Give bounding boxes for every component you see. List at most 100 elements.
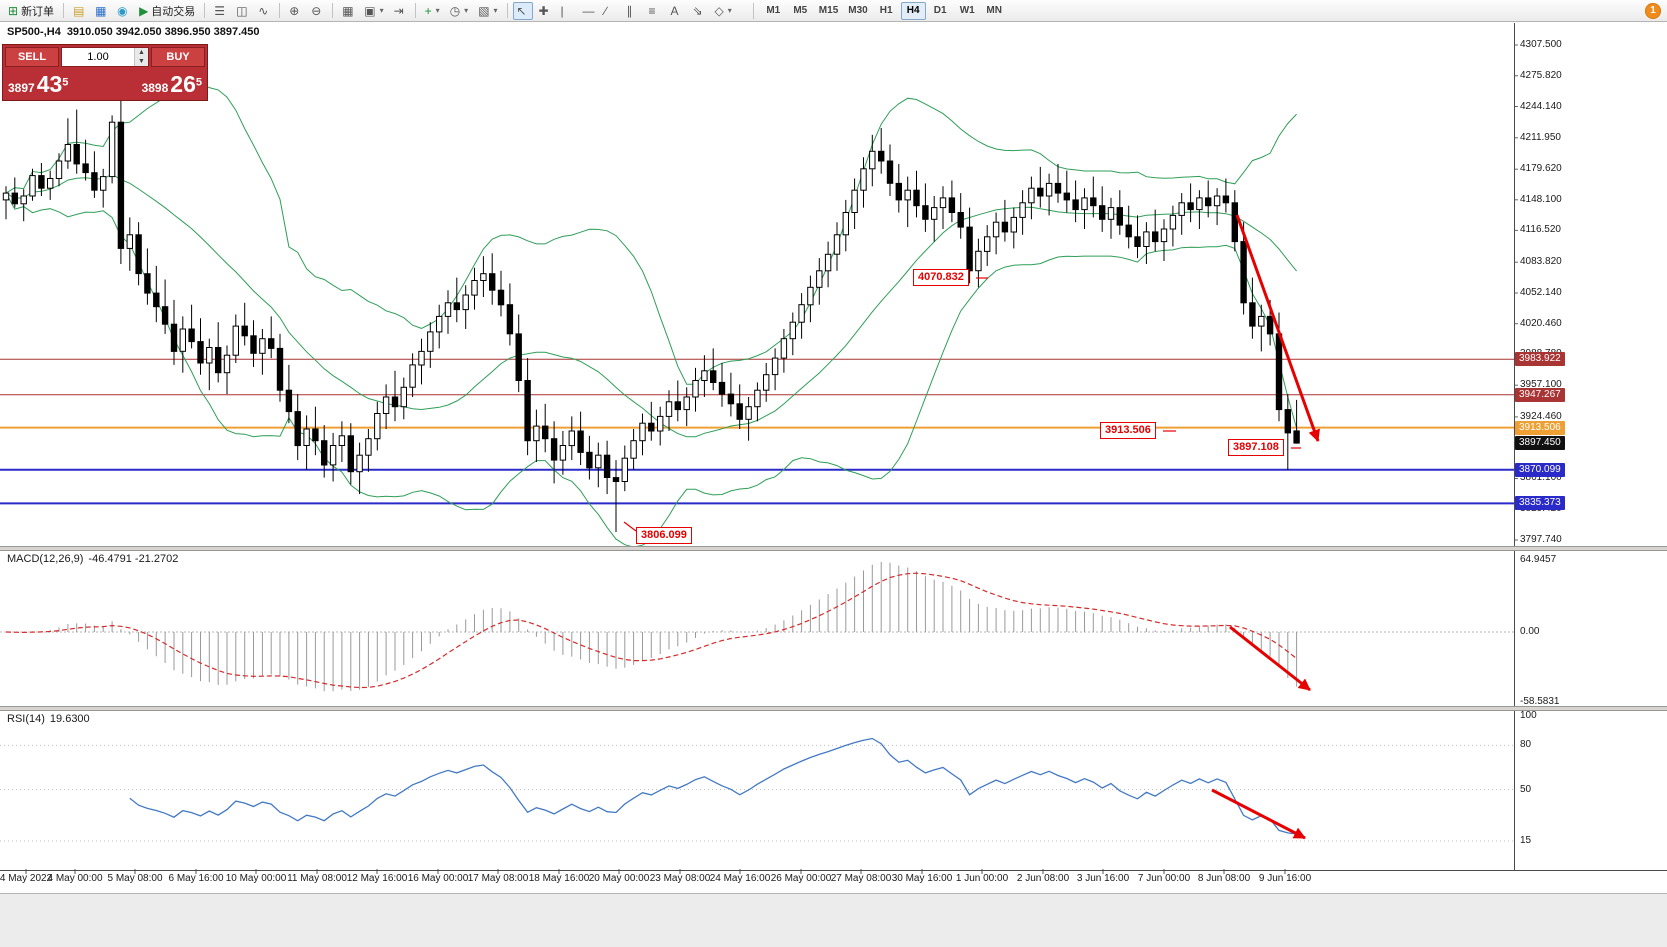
trend-arrow-1[interactable]	[1235, 214, 1320, 442]
zoom-in-icon[interactable]: ⊕	[285, 2, 305, 20]
price-annotation-3806.099[interactable]: 3806.099	[636, 527, 692, 544]
price-scale-label: 3861.100	[1520, 472, 1562, 483]
timeframe-m15[interactable]: M15	[815, 2, 842, 20]
periods-icon-glyph: ◷	[449, 3, 461, 18]
horizontal-line-icon[interactable]: —	[579, 2, 599, 20]
crosshair-icon[interactable]: ✚	[535, 2, 555, 20]
arrange-windows-icon-dropdown[interactable]: ▾	[379, 6, 384, 15]
arrow-object-icon[interactable]: ⇘	[689, 2, 709, 20]
trendline-icon[interactable]: ∕	[601, 2, 621, 20]
toolbar: ⊞ 新订单 ▤ ▦ ◉ ▶ 自动交易 ☰ ◫ ∿ ⊕ ⊖ ▦ ▣ ▾ ⇥ + ▾ ◷ ▾ ▧ ▾ ↖ ✚ | — ∕ ∥ ≡ A ⇘ ◇ ▾ M…	[0, 0, 1667, 22]
toolbar-separator	[279, 3, 281, 18]
arrow-object-icon-glyph: ⇘	[692, 3, 703, 18]
notification-badge[interactable]: 1	[1645, 3, 1661, 19]
timeframe-h4[interactable]: H4	[900, 1, 926, 20]
arrange-windows-icon[interactable]: ▣ ▾	[360, 2, 387, 20]
timeframe-m30[interactable]: M30	[844, 2, 871, 20]
rsi-indicator-label: RSI(14) 19.6300	[7, 713, 90, 725]
zoom-out-icon-glyph: ⊖	[311, 3, 322, 18]
candles-chart-icon[interactable]: ◫	[232, 2, 252, 20]
periods-icon[interactable]: ◷ ▾	[446, 2, 473, 20]
text-label-icon[interactable]: A	[667, 2, 687, 20]
volume-increase-button[interactable]: ▲	[138, 49, 145, 56]
macd-indicator-label: MACD(12,26,9) -46.4791 -21.2702	[7, 553, 178, 565]
indicators-icon[interactable]: + ▾	[421, 2, 444, 20]
volume-input[interactable]	[62, 48, 134, 66]
toolbar-separator	[414, 3, 416, 18]
trade-controls-row: SELL ▲ ▼ BUY	[5, 47, 205, 67]
chart-shift-icon[interactable]: ⇥	[390, 2, 410, 20]
macd-scale-label: 64.9457	[1520, 554, 1557, 565]
trade-prices-row: 3897435 3898265	[5, 67, 205, 98]
rsi-panel-separator[interactable]	[0, 706, 1667, 711]
volume-decrease-button[interactable]: ▼	[138, 58, 145, 65]
timeframe-d1[interactable]: D1	[928, 2, 953, 20]
macd-readout: -46.4791 -21.2702	[88, 553, 179, 565]
equidistant-channel-icon[interactable]: ∥	[623, 2, 643, 20]
price-scale-label: 3797.740	[1520, 534, 1562, 545]
timeframe-h1[interactable]: H1	[874, 2, 899, 20]
timeframe-m5[interactable]: M5	[788, 2, 813, 20]
macd-signal-line	[5, 572, 1297, 689]
trend-arrow-3[interactable]	[1211, 788, 1306, 840]
time-axis-label: 1 Jun 00:00	[955, 873, 1009, 884]
toolbar-items: ⊞ 新订单 ▤ ▦ ◉ ▶ 自动交易 ☰ ◫ ∿ ⊕ ⊖ ▦ ▣ ▾ ⇥ + ▾ ◷ ▾ ▧ ▾ ↖ ✚ | — ∕ ∥ ≡ A ⇘ ◇ ▾	[3, 0, 737, 22]
profiles-icon[interactable]: ▦	[91, 2, 111, 20]
bars-chart-icon-glyph: ☰	[214, 3, 226, 18]
timeframe-m1[interactable]: M1	[761, 2, 786, 20]
chart-ohlc-header: SP500-,H4 3910.050 3942.050 3896.950 3897…	[7, 26, 260, 38]
rsi-line	[129, 737, 1297, 835]
algo-trading-button[interactable]: ▶ 自动交易	[135, 2, 199, 20]
fibonacci-retracement-icon[interactable]: ≡	[645, 2, 665, 20]
new-order-button[interactable]: ⊞ 新订单	[4, 2, 58, 20]
sell-price[interactable]: 3897435	[8, 72, 68, 97]
shapes-icon-dropdown[interactable]: ▾	[727, 6, 732, 15]
timeframe-w1[interactable]: W1	[955, 2, 980, 20]
periods-icon-dropdown[interactable]: ▾	[464, 6, 469, 15]
vertical-line-icon[interactable]: |	[557, 2, 577, 20]
indicators-icon-dropdown[interactable]: ▾	[435, 6, 440, 15]
line-chart-icon[interactable]: ∿	[254, 2, 274, 20]
cursor-icon-glyph: ↖	[516, 3, 527, 18]
price-annotation-3913.506[interactable]: 3913.506	[1100, 422, 1156, 439]
volume-stepper: ▲ ▼	[134, 48, 148, 66]
price-scale-label: 4179.620	[1520, 163, 1562, 174]
buy-button[interactable]: BUY	[151, 47, 205, 67]
cursor-icon[interactable]: ↖	[512, 1, 533, 20]
text-label-icon-glyph: A	[670, 3, 679, 18]
trend-arrow-2[interactable]	[1229, 625, 1311, 692]
buy-price-prefix: 3898	[141, 81, 169, 95]
time-axis-label: 30 May 16:00	[891, 873, 953, 884]
bars-chart-icon[interactable]: ☰	[210, 2, 230, 20]
tile-windows-icon-glyph: ▦	[342, 3, 354, 18]
macd-panel-separator[interactable]	[0, 546, 1667, 551]
price-annotation-3897.108[interactable]: 3897.108	[1228, 439, 1284, 456]
zoom-out-icon[interactable]: ⊖	[307, 2, 327, 20]
time-axis-label: 18 May 16:00	[528, 873, 590, 884]
vertical-line-icon-glyph: |	[560, 3, 564, 18]
time-axis-label: 4 May 00:00	[47, 873, 103, 884]
price-scale-label: 4083.820	[1520, 256, 1562, 267]
market-watch-icon[interactable]: ◉	[113, 2, 133, 20]
price-badge-3835.373: 3835.373	[1515, 496, 1565, 510]
price-scale-label: 4211.950	[1520, 132, 1561, 143]
tile-windows-icon[interactable]: ▦	[338, 2, 358, 20]
price-annotation-4070.832[interactable]: 4070.832	[913, 269, 969, 286]
chart-window-icon[interactable]: ▤	[69, 2, 89, 20]
timeframe-mn[interactable]: MN	[982, 2, 1007, 20]
time-axis-label: 4 May 2022	[0, 873, 53, 884]
algo-trading-glyph: ▶	[139, 3, 149, 18]
price-badge-3913.506: 3913.506	[1515, 421, 1565, 435]
shapes-icon[interactable]: ◇ ▾	[711, 2, 736, 20]
time-axis-label: 20 May 00:00	[588, 873, 650, 884]
templates-icon[interactable]: ▧ ▾	[474, 2, 501, 20]
sell-price-big: 43	[36, 71, 63, 97]
rsi-scale-label: 80	[1520, 739, 1532, 750]
new-order-button-label: 新订单	[21, 5, 55, 18]
templates-icon-dropdown[interactable]: ▾	[493, 6, 498, 15]
sell-button[interactable]: SELL	[5, 47, 59, 67]
bollinger-upper-band	[5, 82, 1297, 385]
buy-price[interactable]: 3898265	[142, 72, 202, 97]
arrange-windows-icon-glyph: ▣	[364, 3, 376, 18]
